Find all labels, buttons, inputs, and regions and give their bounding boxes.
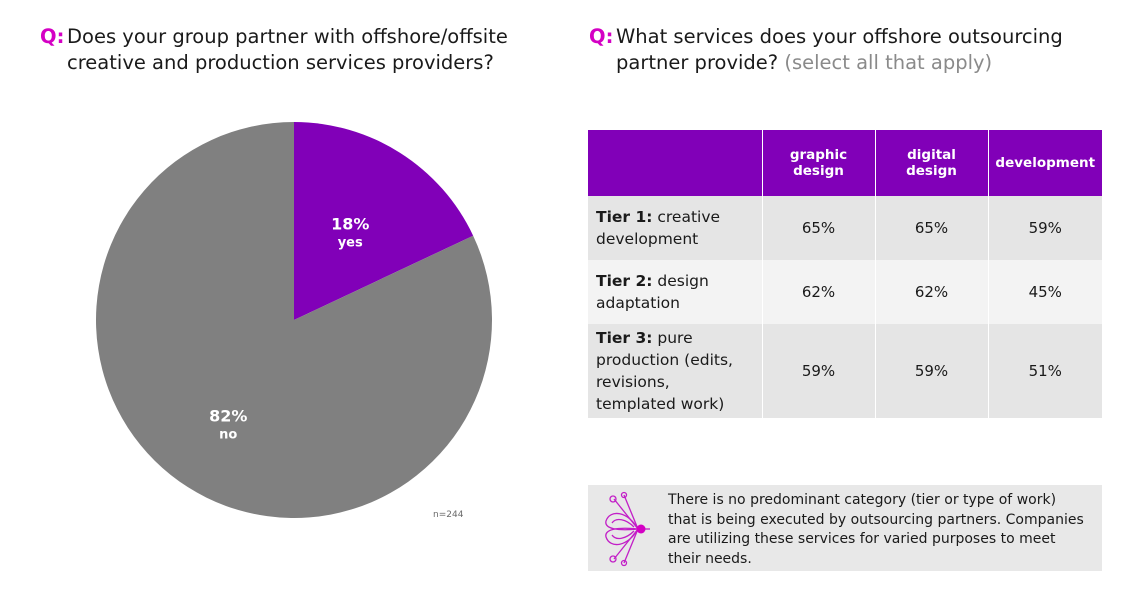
tier-label: Tier 3: pure production (edits, revision… bbox=[588, 324, 762, 418]
sample-size-note: n=244 bbox=[433, 510, 464, 520]
pie-category-label: yes bbox=[338, 235, 363, 250]
question-main-text: What services does your offshore outsour… bbox=[616, 25, 1063, 74]
services-table: graphic design digital design developmen… bbox=[588, 130, 1102, 418]
table-row: Tier 2: design adaptation 62% 62% 45% bbox=[588, 260, 1102, 324]
table-cell: 65% bbox=[874, 196, 988, 260]
table-header-graphic-design: graphic design bbox=[761, 130, 875, 196]
question-prefix: Q: bbox=[40, 25, 65, 48]
note-text: There is no predominant category (tier o… bbox=[668, 492, 1084, 567]
table-cell: 59% bbox=[874, 324, 988, 418]
tier-label-rest: design adaptation bbox=[596, 272, 709, 312]
insight-bug-icon bbox=[605, 491, 650, 567]
table-header-empty bbox=[588, 130, 762, 196]
pie-slice-no bbox=[96, 122, 492, 518]
tier-label-bold: Tier 1: bbox=[596, 208, 653, 226]
pie-category-label: no bbox=[219, 428, 237, 443]
pie-value-label: 18% bbox=[331, 214, 369, 233]
pie-slice-yes bbox=[294, 122, 474, 320]
table-cell: 62% bbox=[761, 260, 875, 324]
table-cell: 59% bbox=[761, 324, 875, 418]
question-text: Does your group partner with offshore/of… bbox=[67, 25, 508, 74]
table-cell: 62% bbox=[874, 260, 988, 324]
table-cell: 45% bbox=[987, 260, 1102, 324]
pie-slices bbox=[96, 122, 492, 518]
table-header-development: development bbox=[987, 130, 1102, 196]
question-text: What services does your offshore outsour… bbox=[589, 24, 1109, 76]
table-row: Tier 3: pure production (edits, revision… bbox=[588, 324, 1102, 418]
table-cell: 59% bbox=[987, 196, 1102, 260]
table-cell: 65% bbox=[761, 196, 875, 260]
table-header-row: graphic design digital design developmen… bbox=[588, 130, 1102, 196]
tier-label: Tier 1: creative development bbox=[588, 196, 762, 260]
pie-labels: 18% yes 82% no bbox=[209, 214, 369, 442]
tier-label-rest: creative development bbox=[596, 208, 721, 248]
question-hint: (select all that apply) bbox=[784, 51, 993, 74]
table-header-digital-design: digital design bbox=[874, 130, 988, 196]
table-cell: 51% bbox=[987, 324, 1102, 418]
right-question: Q: What services does your offshore outs… bbox=[589, 24, 1109, 76]
pie-value-label: 82% bbox=[209, 407, 247, 426]
tier-label-bold: Tier 2: bbox=[596, 272, 653, 290]
question-prefix: Q: bbox=[589, 25, 614, 48]
insight-note: There is no predominant category (tier o… bbox=[588, 485, 1102, 571]
left-question: Q: Does your group partner with offshore… bbox=[40, 24, 520, 76]
tier-label-bold: Tier 3: bbox=[596, 329, 653, 347]
tier-label: Tier 2: design adaptation bbox=[588, 260, 762, 324]
pie-chart: 18% yes 82% no n=244 bbox=[96, 122, 492, 520]
tier-label-rest: pure production (edits, revisions, templ… bbox=[596, 329, 733, 413]
table-row: Tier 1: creative development 65% 65% 59% bbox=[588, 196, 1102, 260]
